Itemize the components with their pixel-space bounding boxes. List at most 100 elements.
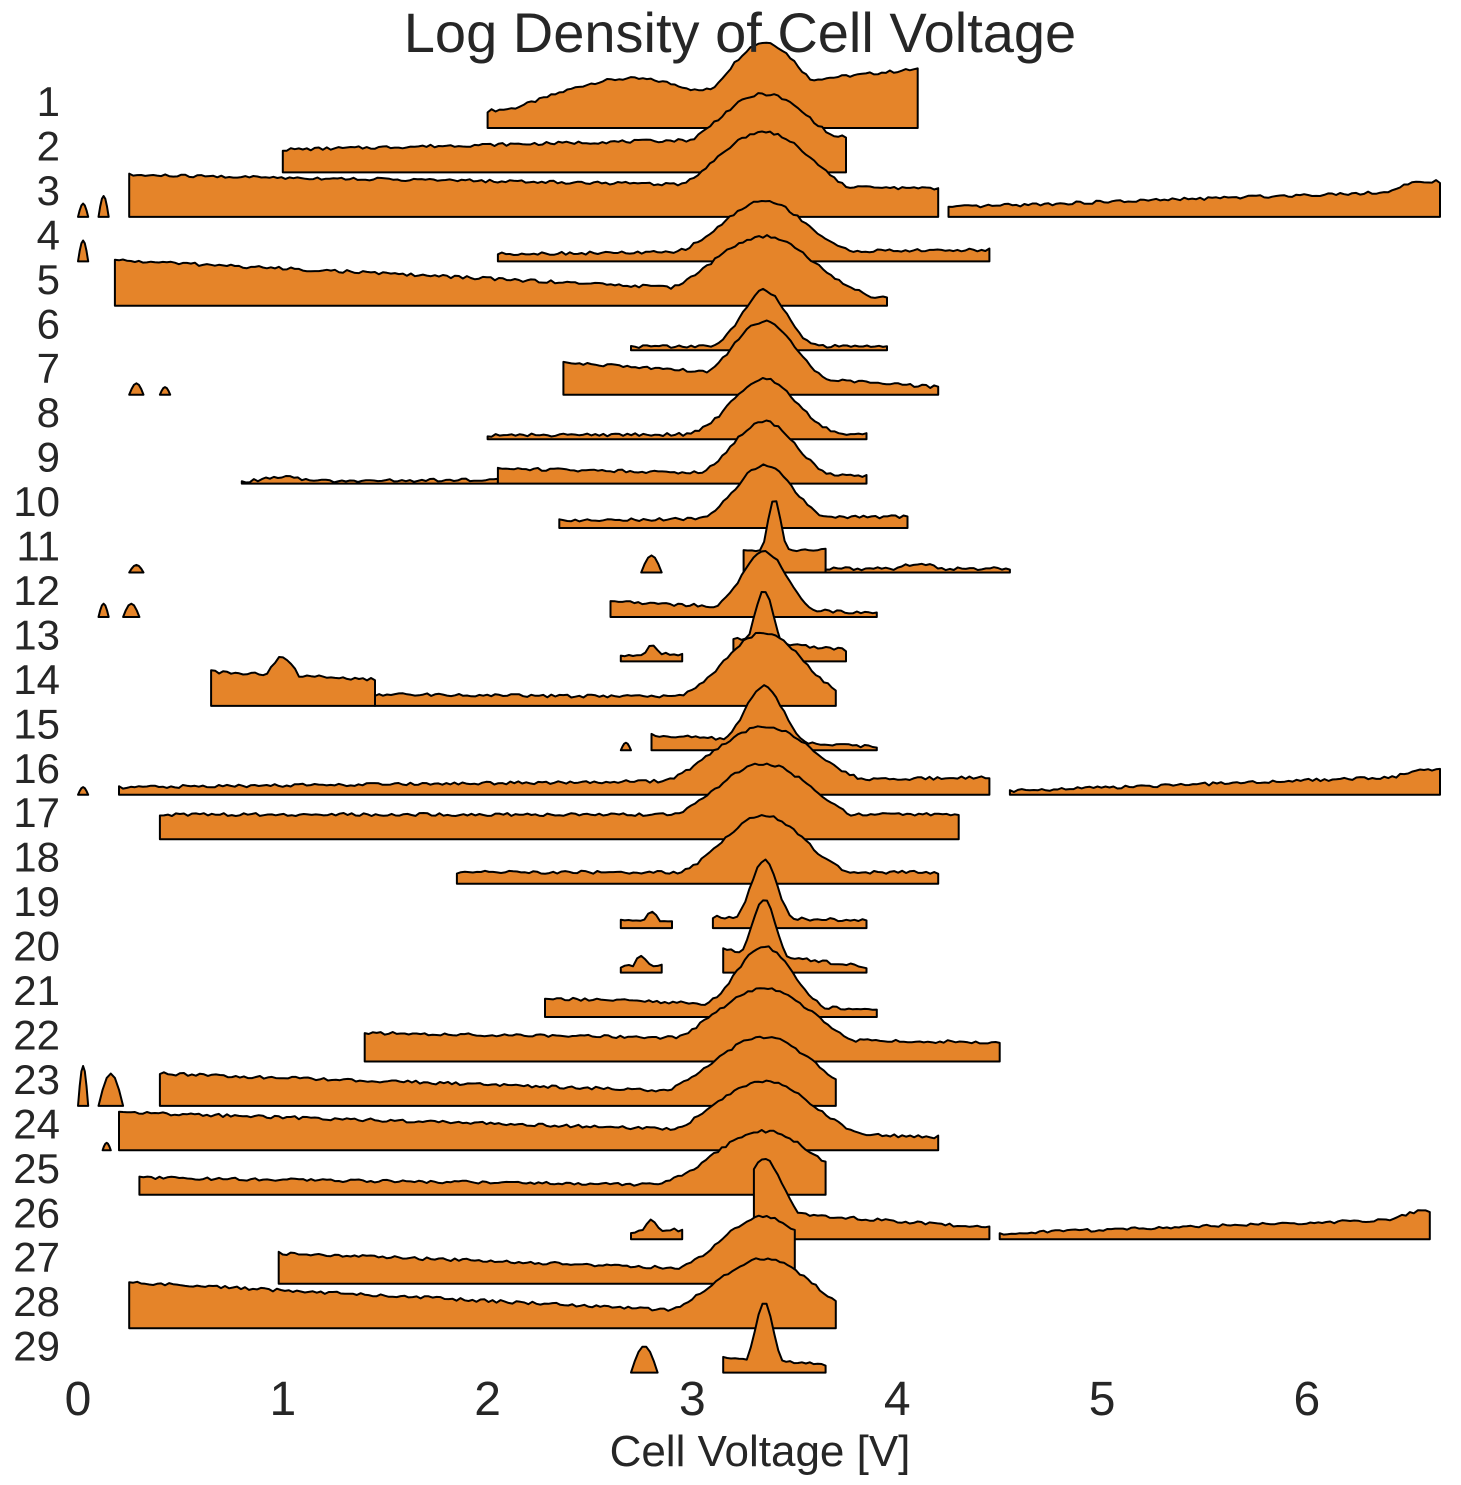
row-labels-group: 1234567891011121314151617181920212223242… — [13, 78, 60, 1370]
ridge-27-segment-1 — [277, 1214, 796, 1285]
ridge-18-segment-1 — [455, 814, 940, 885]
ridge-11-segment-4 — [824, 562, 1011, 574]
ridges-group — [77, 41, 1441, 1374]
ridge-series-27 — [277, 1214, 796, 1285]
x-tick-label-4: 4 — [884, 1373, 911, 1426]
ridge-3-segment-2 — [97, 195, 110, 218]
ridge-16-segment-3 — [1008, 767, 1441, 796]
ridge-4-segment-1 — [77, 239, 90, 263]
ridge-7-segment-3 — [562, 319, 940, 396]
row-label-2: 2 — [37, 122, 60, 169]
ridge-3-segment-1 — [77, 202, 90, 218]
ridge-28-segment-1 — [128, 1257, 837, 1330]
ridge-series-26 — [630, 1158, 1431, 1241]
ridge-series-10 — [558, 463, 909, 529]
x-axis-label: Cell Voltage [V] — [610, 1427, 911, 1476]
ridge-7-segment-2 — [158, 386, 172, 396]
row-label-14: 14 — [13, 656, 60, 703]
ridge-2-segment-1 — [281, 92, 847, 174]
x-tick-label-6: 6 — [1294, 1373, 1321, 1426]
x-tick-label-1: 1 — [269, 1373, 296, 1426]
row-label-18: 18 — [13, 834, 60, 881]
row-label-5: 5 — [37, 256, 60, 303]
row-label-25: 25 — [13, 1145, 60, 1192]
ridge-12-segment-3 — [609, 550, 878, 618]
ridge-series-22 — [363, 987, 1001, 1063]
ridge-20-segment-1 — [619, 954, 663, 974]
ridge-10-segment-1 — [558, 463, 909, 529]
ridge-16-segment-2 — [118, 725, 991, 796]
ridge-11-segment-1 — [128, 563, 145, 574]
ridge-29-segment-1 — [630, 1345, 659, 1374]
ridge-series-2 — [281, 92, 847, 174]
ridge-19-segment-2 — [711, 858, 868, 930]
ridge-series-7 — [128, 319, 940, 396]
ridge-12-segment-1 — [97, 602, 110, 618]
ridge-9-segment-1 — [240, 475, 499, 485]
row-label-29: 29 — [13, 1323, 60, 1370]
row-label-7: 7 — [37, 345, 60, 392]
ridge-3-segment-4 — [947, 179, 1441, 218]
row-label-26: 26 — [13, 1189, 60, 1236]
ridge-series-18 — [455, 814, 940, 885]
row-label-12: 12 — [13, 567, 60, 614]
ridge-series-15 — [619, 684, 878, 752]
ridge-15-segment-2 — [650, 684, 878, 752]
row-label-16: 16 — [13, 745, 60, 792]
row-label-10: 10 — [13, 478, 60, 525]
ridge-15-segment-1 — [619, 741, 632, 752]
row-label-28: 28 — [13, 1278, 60, 1325]
row-label-27: 27 — [13, 1234, 60, 1281]
ridge-series-29 — [630, 1302, 827, 1374]
ridge-6-segment-1 — [630, 287, 888, 352]
x-tick-label-2: 2 — [474, 1373, 501, 1426]
ridge-series-23 — [77, 1035, 837, 1107]
row-label-22: 22 — [13, 1012, 60, 1059]
ridge-16-segment-1 — [77, 786, 90, 796]
row-label-6: 6 — [37, 300, 60, 347]
row-label-20: 20 — [13, 923, 60, 970]
ridge-21-segment-1 — [544, 945, 878, 1018]
ridge-12-segment-2 — [122, 602, 141, 618]
ridge-23-segment-3 — [158, 1035, 837, 1107]
row-label-11: 11 — [16, 523, 60, 570]
ridge-1-segment-1 — [486, 41, 919, 129]
row-label-15: 15 — [13, 700, 60, 747]
ridge-series-4 — [77, 200, 991, 263]
ridge-19-segment-1 — [619, 910, 673, 930]
x-tick-label-3: 3 — [679, 1373, 706, 1426]
ridge-series-14 — [210, 631, 837, 707]
ridge-23-segment-2 — [97, 1072, 125, 1107]
x-ticks-group: 0 1 2 3 4 5 6 — [65, 1373, 1321, 1426]
row-label-23: 23 — [13, 1056, 60, 1103]
row-label-24: 24 — [13, 1100, 60, 1147]
row-label-17: 17 — [13, 789, 60, 836]
x-tick-label-0: 0 — [65, 1373, 92, 1426]
row-label-21: 21 — [13, 967, 60, 1014]
ridge-5-segment-1 — [113, 234, 888, 307]
ridge-series-5 — [113, 234, 888, 307]
row-label-8: 8 — [37, 389, 60, 436]
ridge-29-segment-2 — [722, 1302, 827, 1374]
row-label-19: 19 — [13, 878, 60, 925]
ridge-14-segment-2 — [374, 631, 837, 707]
ridge-26-segment-1 — [630, 1218, 684, 1241]
row-label-9: 9 — [37, 434, 60, 481]
ridge-series-12 — [97, 550, 878, 618]
ridge-26-segment-2 — [752, 1158, 991, 1241]
ridge-4-segment-2 — [496, 200, 991, 263]
ridge-series-24 — [101, 1079, 940, 1152]
ridge-series-3 — [77, 130, 1441, 218]
row-label-13: 13 — [13, 611, 60, 658]
ridge-14-segment-1 — [210, 656, 376, 707]
ridge-24-segment-2 — [118, 1079, 940, 1152]
row-label-1: 1 — [37, 78, 60, 125]
ridge-23-segment-1 — [77, 1065, 90, 1107]
ridge-3-segment-3 — [128, 130, 940, 218]
ridge-22-segment-1 — [363, 987, 1001, 1063]
ridge-24-segment-1 — [101, 1141, 112, 1152]
chart-title: Log Density of Cell Voltage — [404, 1, 1076, 64]
ridge-series-1 — [486, 41, 919, 129]
ridge-series-19 — [619, 858, 868, 930]
